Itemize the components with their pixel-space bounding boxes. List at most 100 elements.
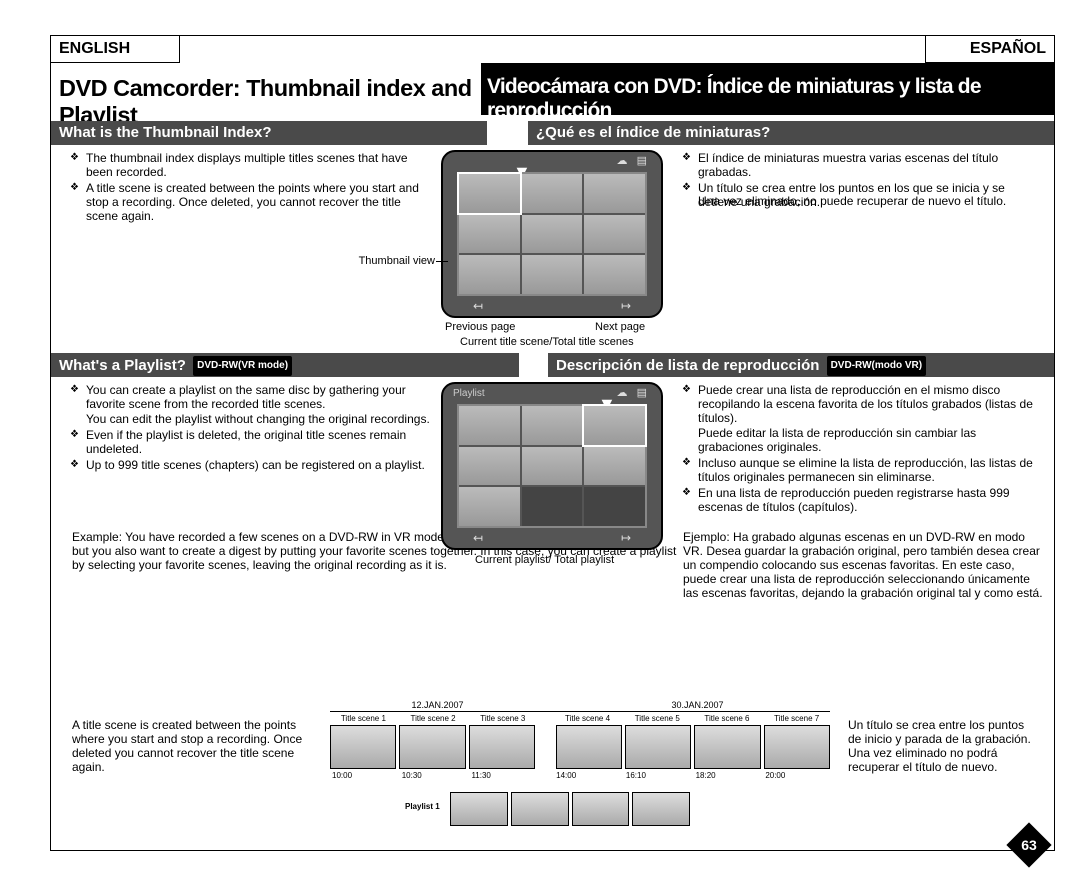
playlist-counter-label: Current playlist/ Total playlist <box>475 554 614 566</box>
timeline-thumb <box>625 725 691 769</box>
next-page-label: Next page <box>595 321 645 333</box>
section1-en-bullets: The thumbnail index displays multiple ti… <box>68 151 433 225</box>
playlist-grid <box>457 404 647 528</box>
prev-arrow-icon: ↤ <box>473 299 483 313</box>
time-label: 11:30 <box>469 771 536 780</box>
playlist-thumb <box>572 792 630 826</box>
thumb <box>459 174 520 213</box>
section1-heading-es: ¿Qué es el índice de miniaturas? <box>528 121 1054 145</box>
section2-heading-en-text: What's a Playlist? <box>59 357 186 374</box>
time-label: 20:00 <box>763 771 830 780</box>
section2-es-b3: En una lista de reproducción pueden regi… <box>680 486 1040 514</box>
date1: 12.JAN.2007 <box>330 700 545 710</box>
section1-heading-en: What is the Thumbnail Index? <box>51 121 487 145</box>
time-label: 10:30 <box>400 771 467 780</box>
main-title-en: DVD Camcorder: Thumbnail index and Playl… <box>51 63 481 115</box>
page-number-badge: 63 <box>1006 822 1051 867</box>
screen-top-icons: ☁ ▤ <box>616 154 647 167</box>
thumb <box>459 215 520 254</box>
thumbnail-view-label: Thumbnail view <box>340 255 435 267</box>
time-label: 14:00 <box>554 771 621 780</box>
playlist1-label: Playlist 1 <box>405 802 440 811</box>
section2-es-example: Ejemplo: Ha grabado algunas escenas en u… <box>683 530 1043 600</box>
lang-english: ENGLISH <box>50 35 180 63</box>
screen-top-icons: ☁ ▤ <box>616 386 647 399</box>
text: Un título se crea entre los puntos de in… <box>848 718 1031 746</box>
next-arrow-icon: ↦ <box>621 299 631 313</box>
time-label: 10:00 <box>330 771 397 780</box>
thumb <box>584 447 645 486</box>
text: Puede editar la lista de reproducción si… <box>698 426 1040 454</box>
scene-label: Title scene 4 <box>554 714 621 723</box>
section2-heading-es-text: Descripción de lista de reproducción <box>556 357 819 374</box>
thumb <box>584 174 645 213</box>
text: You can create a playlist on the same di… <box>86 383 406 411</box>
thumb <box>459 255 520 294</box>
date2: 30.JAN.2007 <box>565 700 830 710</box>
section1-es-extra: Una vez eliminado, no puede recuperar de… <box>698 194 1038 208</box>
playlist-thumb <box>450 792 508 826</box>
scene-label: Title scene 2 <box>400 714 467 723</box>
section2-heading-en: What's a Playlist? DVD-RW(VR mode) <box>51 353 519 377</box>
timeline-thumb <box>399 725 465 769</box>
timeline-thumb <box>330 725 396 769</box>
page-number: 63 <box>1013 829 1045 861</box>
section2-heading-es: Descripción de lista de reproducción DVD… <box>548 353 1054 377</box>
counter-line-label: Current title scene/Total title scenes <box>460 336 634 348</box>
timeline-en-caption: A title scene is created between the poi… <box>72 718 322 774</box>
thumb <box>459 406 520 445</box>
thumb <box>522 447 583 486</box>
section2-en-b1: You can create a playlist on the same di… <box>68 383 433 426</box>
timeline-thumb <box>694 725 760 769</box>
main-title-es: Videocámara con DVD: Índice de miniatura… <box>481 63 1054 115</box>
prev-arrow-icon: ↤ <box>473 531 483 545</box>
timeline-scene-labels: Title scene 1 Title scene 2 Title scene … <box>330 714 830 723</box>
section2-es-b2: Incluso aunque se elimine la lista de re… <box>680 456 1040 484</box>
thumb <box>584 255 645 294</box>
timeline-diagram: 12.JAN.2007 30.JAN.2007 Title scene 1 Ti… <box>330 700 830 826</box>
timeline-thumb <box>556 725 622 769</box>
scene-label: Title scene 7 <box>763 714 830 723</box>
timeline-thumb <box>469 725 535 769</box>
scene-label: Title scene 3 <box>469 714 536 723</box>
scene-label: Title scene 5 <box>624 714 691 723</box>
timeline-dates: 12.JAN.2007 30.JAN.2007 <box>330 700 830 712</box>
dvd-rw-badge-en: DVD-RW(VR mode) <box>193 356 292 376</box>
thumb <box>522 215 583 254</box>
thumb <box>584 215 645 254</box>
playlist-thumb <box>632 792 690 826</box>
thumb <box>522 255 583 294</box>
prev-page-label: Previous page <box>445 321 515 333</box>
callout-line <box>436 261 448 262</box>
time-label: 18:20 <box>694 771 761 780</box>
scene-label: Title scene 6 <box>694 714 761 723</box>
thumb <box>522 174 583 213</box>
playlist-label: Playlist <box>453 388 485 399</box>
thumb <box>522 406 583 445</box>
section2-en-bullets: You can create a playlist on the same di… <box>68 383 433 474</box>
dvd-rw-badge-es: DVD-RW(modo VR) <box>827 356 926 376</box>
thumb <box>459 487 520 526</box>
thumbnail-screen: ☁ ▤ ▼ [1/9] ↤ ↦ <box>441 150 663 318</box>
timeline-es-caption: Un título se crea entre los puntos de in… <box>848 718 1038 774</box>
playlist-thumbs <box>450 792 690 826</box>
thumb <box>584 406 645 445</box>
thumb-empty <box>522 487 583 526</box>
thumb <box>459 447 520 486</box>
main-title-bar: DVD Camcorder: Thumbnail index and Playl… <box>51 63 1054 115</box>
section2-es-bullets: Puede crear una lista de reproducción en… <box>680 383 1040 516</box>
section2-es-b1: Puede crear una lista de reproducción en… <box>680 383 1040 454</box>
playlist-screen: ☁ ▤ Playlist ▼ [1/7] ↤ ↦ <box>441 382 663 550</box>
timeline-thumb <box>764 725 830 769</box>
lang-spanish: ESPAÑOL <box>925 35 1055 63</box>
scene-label: Title scene 1 <box>330 714 397 723</box>
playlist-thumb <box>511 792 569 826</box>
section1-en-b1: The thumbnail index displays multiple ti… <box>68 151 433 179</box>
thumbnail-grid <box>457 172 647 296</box>
thumb-empty <box>584 487 645 526</box>
text: Una vez eliminado no podrá recuperar el … <box>848 746 997 774</box>
text: You can edit the playlist without changi… <box>86 412 433 426</box>
timeline-times: 10:00 10:30 11:30 14:00 16:10 18:20 20:0… <box>330 771 830 780</box>
section1-en-b2: A title scene is created between the poi… <box>68 181 433 223</box>
text: Puede crear una lista de reproducción en… <box>698 383 1033 425</box>
